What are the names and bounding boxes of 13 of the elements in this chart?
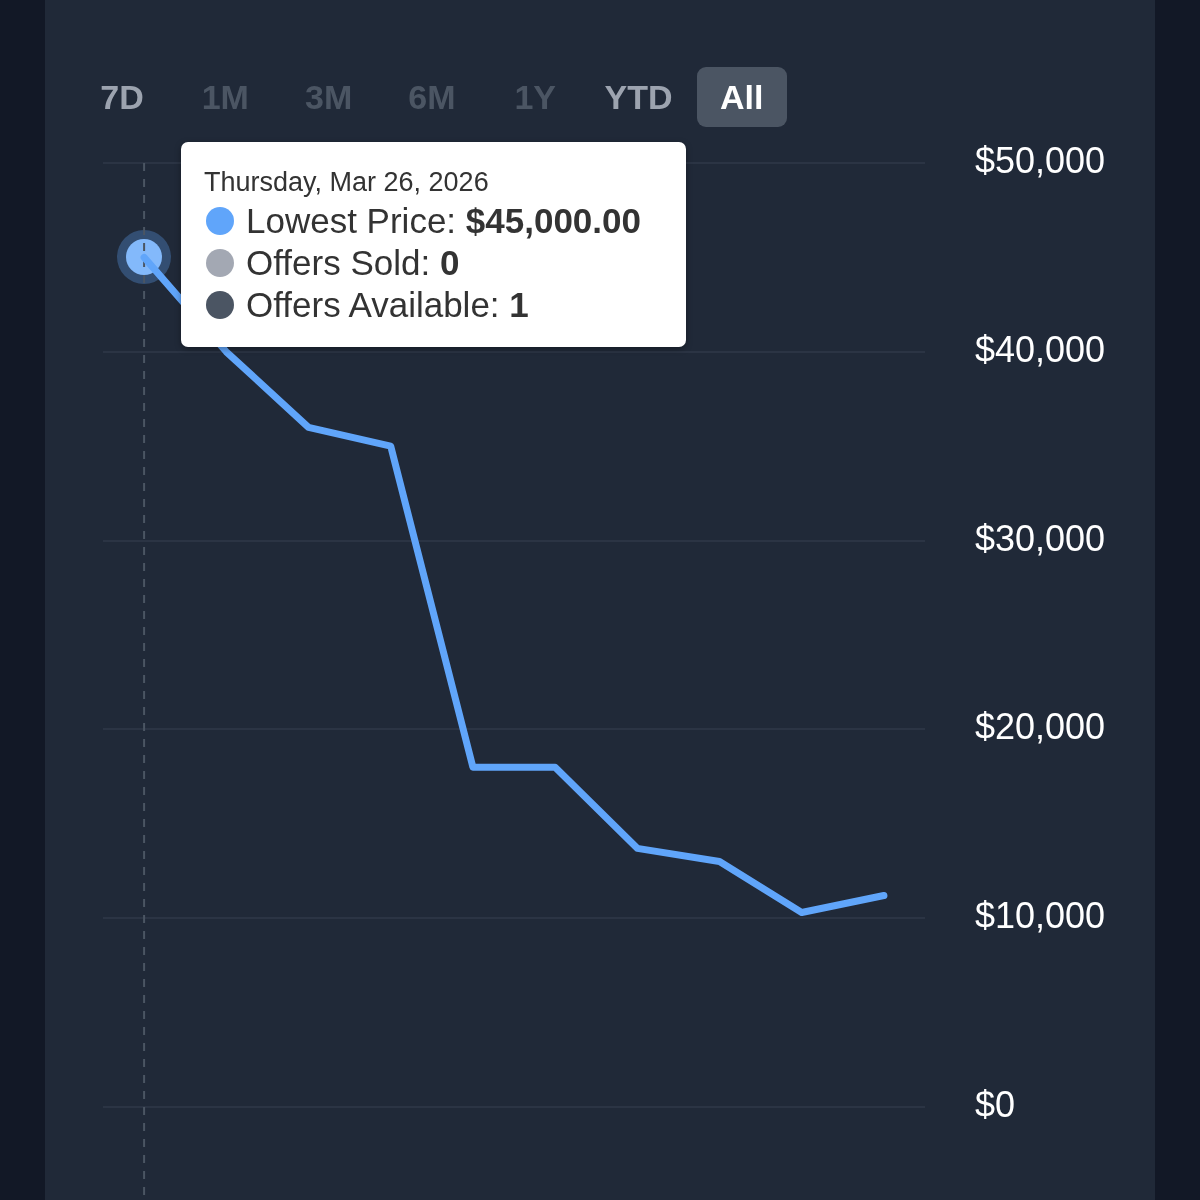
y-tick-label: $40,000 bbox=[975, 328, 1106, 370]
time-range-button: All bbox=[696, 67, 787, 127]
annotation: Thursday, Mar 26, 2026 bbox=[204, 166, 489, 198]
time-range-button: YTD bbox=[593, 67, 684, 127]
annotation: Lowest Price: $45,000.00 bbox=[246, 201, 641, 240]
annotation: Offers Sold: 0 bbox=[246, 243, 460, 282]
y-tick-label: $30,000 bbox=[975, 517, 1106, 559]
y-tick-label: $10,000 bbox=[975, 895, 1106, 937]
y-tick-label: $0 bbox=[975, 1083, 1016, 1125]
y-tick-label: $20,000 bbox=[975, 706, 1106, 748]
annotation: Offers Available: 1 bbox=[246, 285, 529, 324]
y-tick-label: $50,000 bbox=[975, 139, 1106, 181]
time-range-button: 7D bbox=[77, 67, 167, 127]
